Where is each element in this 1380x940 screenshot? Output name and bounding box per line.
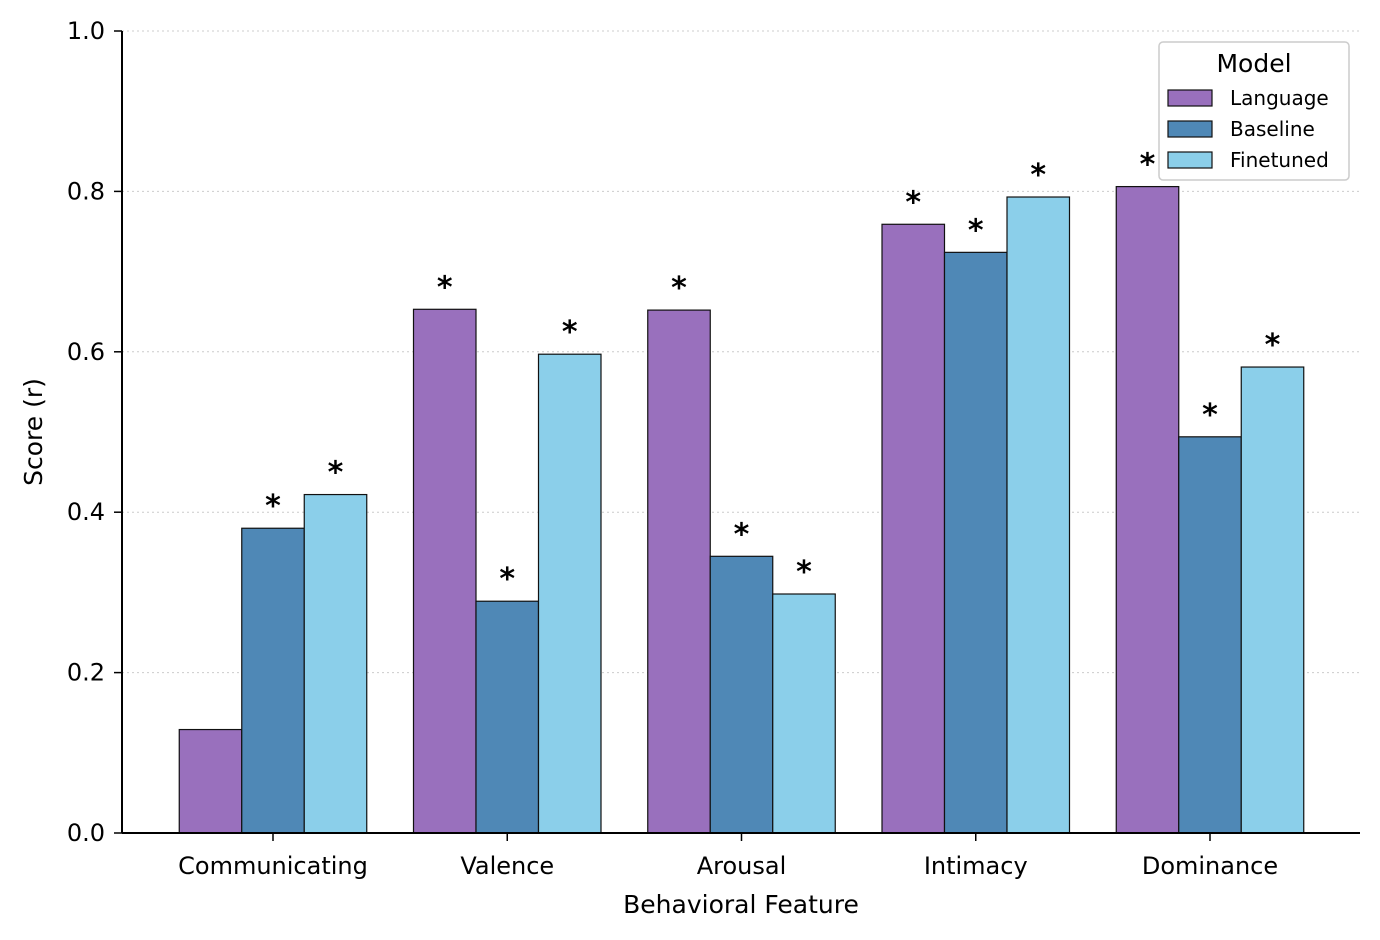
significance-markers: * * * * * * * * * * * * * * [265, 148, 1281, 598]
bar-baseline [475, 600, 540, 834]
significance-star: * [562, 315, 578, 350]
x-axis-label: Behavioral Feature [623, 890, 859, 919]
bar-finetuned [537, 353, 602, 834]
bar-finetuned [1240, 366, 1305, 834]
y-tick-label: 0.4 [67, 498, 105, 526]
bar-language [881, 223, 946, 834]
legend: Model Language Baseline Finetuned [1158, 41, 1350, 181]
significance-star: * [328, 456, 344, 491]
bar-language [647, 309, 711, 834]
bar-language [178, 728, 243, 834]
y-tick-label: 1.0 [67, 17, 105, 45]
significance-star: * [1265, 328, 1281, 363]
x-tick-label: Arousal [697, 852, 787, 880]
legend-label-language: Language [1230, 86, 1329, 110]
significance-star: * [968, 213, 984, 248]
significance-star: * [1030, 158, 1046, 193]
significance-star: * [265, 489, 281, 524]
x-tick-label: Intimacy [924, 852, 1028, 880]
bar-finetuned [303, 493, 368, 834]
significance-star: * [905, 185, 921, 220]
legend-swatch-baseline [1167, 120, 1213, 138]
bar-baseline [1178, 436, 1242, 834]
y-tick-label: 0.8 [67, 177, 105, 205]
significance-star: * [1140, 148, 1156, 183]
significance-star: * [796, 555, 812, 590]
legend-frame [1158, 41, 1350, 181]
bar-finetuned [772, 593, 836, 834]
legend-title: Model [1216, 49, 1291, 78]
x-tick-label: Communicating [178, 852, 368, 880]
y-tick-label: 0.2 [67, 659, 105, 687]
bar-finetuned [1006, 196, 1071, 834]
y-tick-label: 0.0 [67, 819, 105, 847]
legend-label-finetuned: Finetuned [1230, 148, 1329, 172]
bars [178, 185, 1305, 834]
legend-swatch-finetuned [1167, 151, 1213, 169]
significance-star: * [671, 271, 687, 306]
bar-language [412, 308, 477, 834]
x-tick-label: Valence [460, 852, 554, 880]
bar-baseline [709, 555, 774, 834]
legend-entries: Language Baseline Finetuned [1167, 86, 1329, 172]
significance-star: * [734, 517, 750, 552]
significance-star: * [1202, 398, 1218, 433]
y-axis-label: Score (r) [19, 378, 48, 486]
significance-star: * [437, 270, 453, 305]
bar-baseline [943, 251, 1008, 834]
significance-star: * [499, 562, 515, 597]
legend-swatch-language [1167, 89, 1213, 107]
y-tick-label: 0.6 [67, 338, 105, 366]
bar-baseline [241, 527, 305, 834]
bar-language [1115, 185, 1180, 834]
axes: 0.0 0.2 0.4 0.6 0.8 1.0 Communicating Valence Ar… [67, 17, 1360, 880]
x-tick-label: Dominance [1142, 852, 1278, 880]
legend-label-baseline: Baseline [1230, 117, 1315, 141]
